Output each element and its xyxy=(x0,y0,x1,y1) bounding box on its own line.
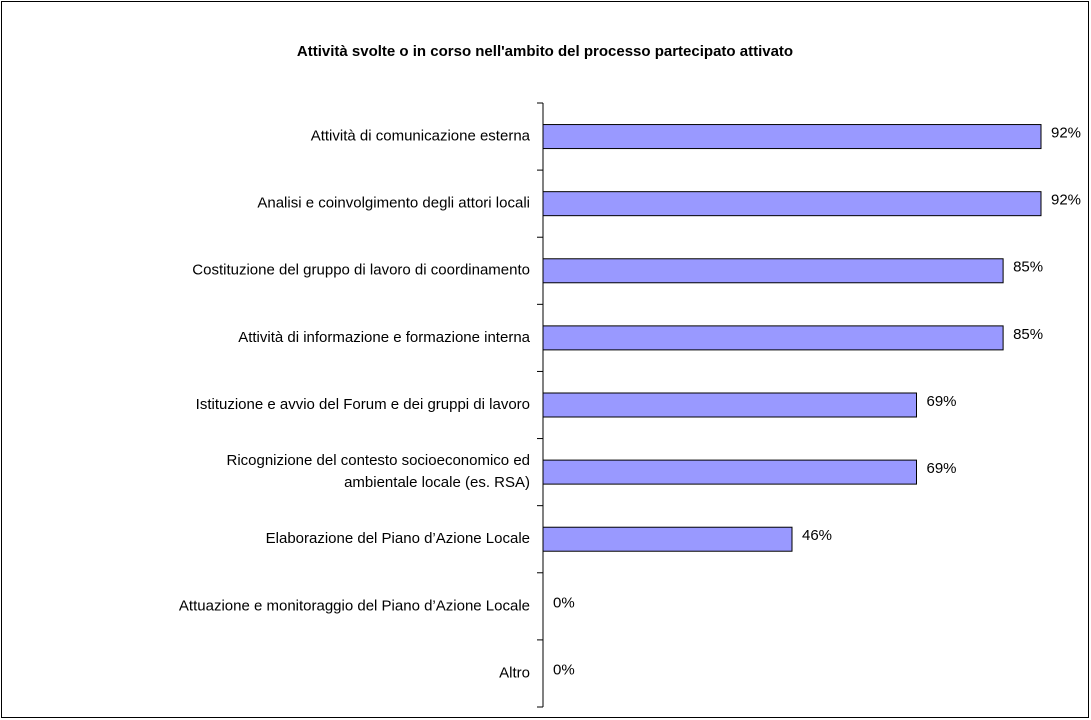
bar xyxy=(542,258,1004,284)
data-label: 92% xyxy=(1051,125,1081,142)
bar xyxy=(542,325,1004,351)
y-tick-label: Istituzione e avvio del Forum e dei grup… xyxy=(196,396,530,413)
bar xyxy=(542,191,1042,217)
y-tick-label: Analisi e coinvolgimento degli attori lo… xyxy=(257,195,530,212)
data-label: 85% xyxy=(1013,326,1043,343)
bar xyxy=(542,459,917,485)
data-label: 0% xyxy=(553,594,575,611)
data-label: 85% xyxy=(1013,259,1043,276)
bar xyxy=(542,124,1042,150)
data-label: 69% xyxy=(927,393,957,410)
y-tick-label: Altro xyxy=(499,664,530,681)
data-label: 0% xyxy=(553,661,575,678)
y-tick-label: Attività di comunicazione esterna xyxy=(311,128,531,145)
bar xyxy=(542,526,793,552)
y-tick-label: Attività di informazione e formazione in… xyxy=(238,329,530,346)
y-tick-label: Elaborazione del Piano d’Azione Locale xyxy=(266,530,530,547)
chart-title: Attività svolte o in corso nell'ambito d… xyxy=(297,43,793,60)
data-label: 46% xyxy=(802,527,832,544)
y-tick-label: Costituzione del gruppo di lavoro di coo… xyxy=(192,262,530,279)
data-label: 69% xyxy=(927,460,957,477)
bar xyxy=(542,392,917,418)
y-tick-label: Ricognizione del contesto socioeconomico… xyxy=(226,452,530,491)
y-tick-label: Attuazione e monitoraggio del Piano d’Az… xyxy=(179,597,530,614)
data-label: 92% xyxy=(1051,192,1081,209)
